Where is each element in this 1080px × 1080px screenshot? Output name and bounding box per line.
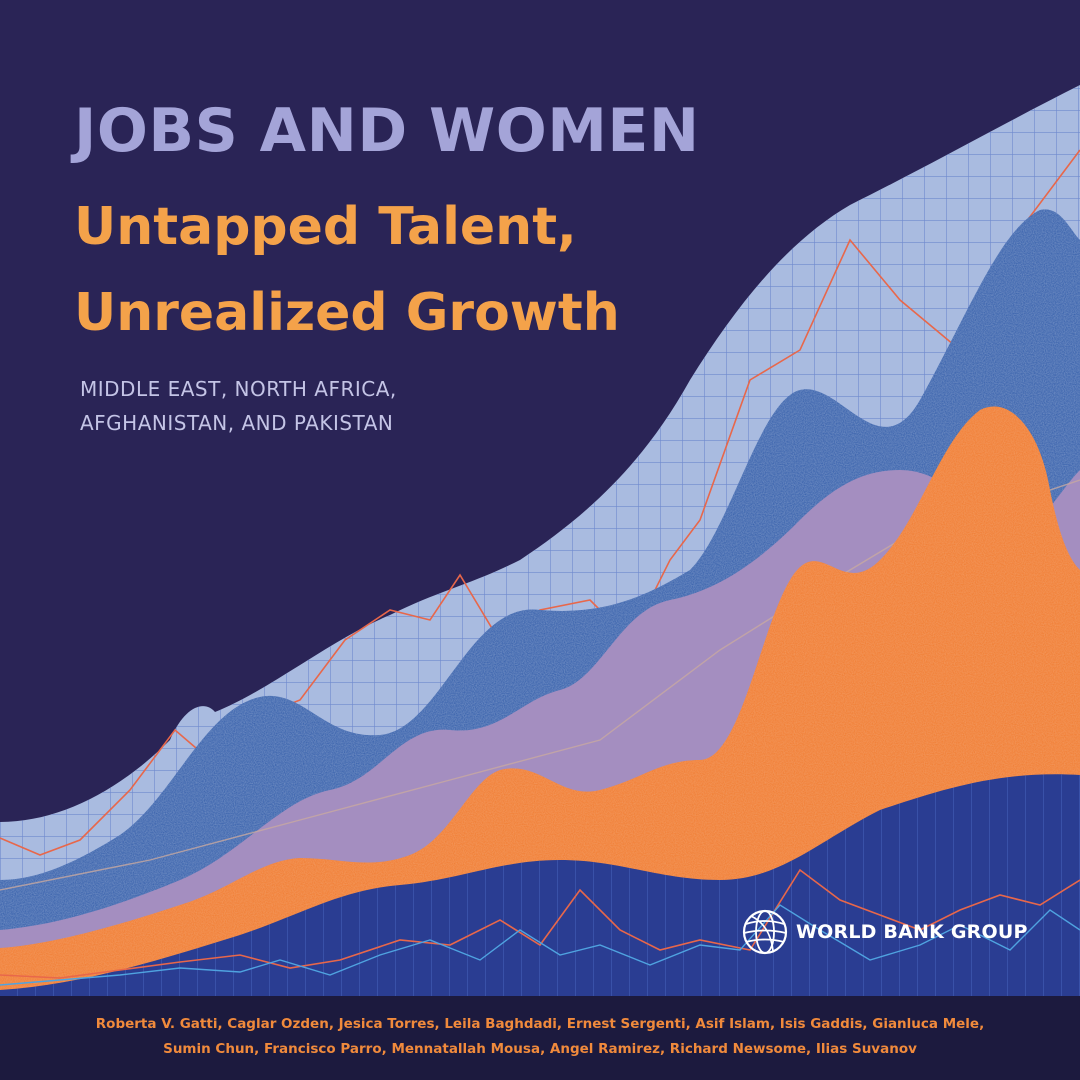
globe-icon xyxy=(742,909,788,955)
authors-line-1: Roberta V. Gatti, Caglar Ozden, Jesica T… xyxy=(95,1016,985,1032)
region-line-1: MIDDLE EAST, NORTH AFRICA, xyxy=(80,377,397,401)
bottom-grid-layer xyxy=(0,774,1080,1000)
region-line-2: AFGHANISTAN, AND PAKISTAN xyxy=(80,411,394,435)
publisher-name: WORLD BANK GROUP xyxy=(796,921,1028,943)
subtitle-line-1: Untapped Talent, xyxy=(74,197,577,257)
subtitle-line-2: Unrealized Growth xyxy=(74,283,620,343)
publisher-logo: WORLD BANK GROUP xyxy=(740,906,1028,958)
cover-title: JOBS AND WOMEN xyxy=(74,96,700,166)
region-label: MIDDLE EAST, NORTH AFRICA, AFGHANISTAN, … xyxy=(80,372,397,440)
author-bar: Roberta V. Gatti, Caglar Ozden, Jesica T… xyxy=(0,996,1080,1080)
authors-line-2: Sumin Chun, Francisco Parro, Mennatallah… xyxy=(163,1041,917,1057)
cover-subtitle: Untapped Talent, Unrealized Growth xyxy=(74,184,620,356)
